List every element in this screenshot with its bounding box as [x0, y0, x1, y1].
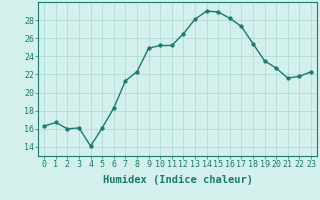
X-axis label: Humidex (Indice chaleur): Humidex (Indice chaleur) [103, 175, 252, 185]
